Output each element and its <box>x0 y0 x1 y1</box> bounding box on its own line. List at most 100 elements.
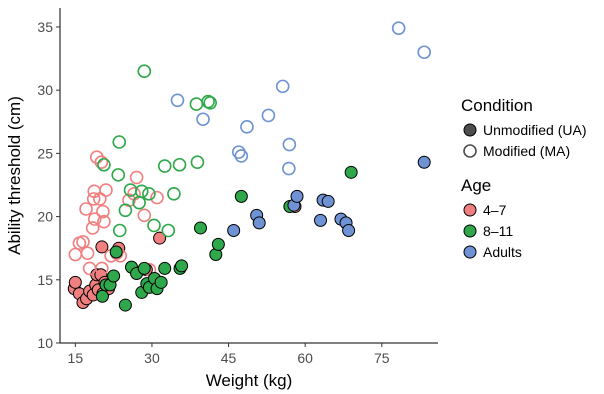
data-point <box>118 203 133 218</box>
legend-marker <box>463 203 477 217</box>
data-point <box>112 135 127 149</box>
legend-label: Unmodified (UA) <box>483 122 586 138</box>
legend-label: 8–11 <box>483 223 513 239</box>
data-point <box>111 168 126 182</box>
data-point <box>321 194 335 208</box>
data-point <box>68 247 83 262</box>
y-ticks: 10 15 20 25 30 35 <box>37 19 60 351</box>
data-point <box>142 187 156 201</box>
series-811-modified <box>97 64 217 238</box>
data-point <box>417 155 431 169</box>
legend-item: Modified (MA) <box>463 143 570 159</box>
data-point <box>89 150 104 164</box>
x-tick-label: 15 <box>68 350 84 366</box>
data-point <box>109 245 123 259</box>
data-point <box>154 275 168 289</box>
data-point <box>118 298 132 312</box>
data-point <box>86 192 101 206</box>
x-tick-label: 30 <box>144 350 160 366</box>
data-point <box>211 237 225 251</box>
data-point <box>95 261 109 276</box>
data-point <box>95 240 109 254</box>
legend-marker <box>463 123 477 137</box>
data-point <box>96 204 110 219</box>
data-point <box>282 161 296 176</box>
data-point <box>189 97 204 111</box>
x-tick-label: 75 <box>374 350 390 366</box>
data-point <box>201 94 215 109</box>
data-point <box>157 159 172 173</box>
data-point <box>95 289 109 303</box>
legend-label: Adults <box>483 244 522 260</box>
data-point <box>193 221 207 235</box>
x-tick-label: 45 <box>221 350 237 366</box>
data-point <box>275 79 290 94</box>
legend-item: Unmodified (UA) <box>463 122 586 138</box>
data-point <box>252 216 266 230</box>
data-point <box>172 157 187 172</box>
axes: 15 30 45 60 75 10 15 20 25 30 35 Weight (kg) Abil… <box>5 8 438 390</box>
data-point <box>175 259 189 273</box>
legend-marker <box>463 144 477 158</box>
legend-item: Adults <box>463 244 522 260</box>
data-point <box>342 223 356 237</box>
legend-label: 4–7 <box>483 202 507 218</box>
data-point <box>99 183 113 197</box>
data-point <box>137 64 152 79</box>
data-point <box>150 190 164 205</box>
legend-label: Modified (MA) <box>483 143 570 159</box>
data-point <box>234 189 248 203</box>
legend-marker <box>463 224 477 238</box>
data-point <box>190 155 205 170</box>
data-point <box>170 93 185 108</box>
series-811-unmodified <box>95 165 358 312</box>
data-point <box>68 275 82 289</box>
data-point <box>231 145 246 159</box>
data-point <box>153 231 167 245</box>
data-point <box>203 96 217 110</box>
data-point <box>282 137 297 152</box>
plot-area <box>67 21 432 312</box>
data-point <box>97 214 111 229</box>
data-point <box>417 45 432 60</box>
data-point <box>107 269 121 283</box>
legend-marker <box>463 245 477 259</box>
data-point <box>82 261 97 276</box>
data-point <box>112 223 127 238</box>
y-tick-label: 35 <box>37 19 53 35</box>
data-point <box>80 246 95 261</box>
data-point <box>234 149 249 163</box>
x-ticks: 15 30 45 60 75 <box>68 343 390 366</box>
legend-title: Age <box>461 176 491 195</box>
data-point <box>344 165 358 179</box>
data-point <box>314 213 328 227</box>
data-point <box>391 21 406 36</box>
data-point <box>240 120 254 134</box>
data-point <box>129 170 144 185</box>
legend-title: Condition <box>461 96 533 115</box>
legend: Condition Unmodified (UA) Modified (MA) Age… <box>461 96 586 260</box>
data-point <box>76 235 90 249</box>
data-point <box>137 261 151 275</box>
data-point <box>196 112 210 127</box>
series-Adults-modified <box>170 21 432 176</box>
data-point <box>161 223 176 238</box>
data-point <box>147 218 161 233</box>
y-tick-label: 30 <box>37 82 53 98</box>
y-tick-label: 25 <box>37 145 53 161</box>
y-tick-label: 20 <box>37 209 53 225</box>
data-point <box>167 187 181 201</box>
data-point <box>158 261 172 275</box>
legend-item: 4–7 <box>463 202 507 218</box>
x-axis-title: Weight (kg) <box>206 371 293 390</box>
data-point <box>94 155 109 170</box>
x-tick-label: 60 <box>297 350 313 366</box>
series-47-modified <box>68 150 164 277</box>
data-point <box>261 108 276 123</box>
legend-item: 8–11 <box>463 223 513 239</box>
data-point <box>134 184 149 199</box>
y-tick-label: 10 <box>37 335 53 351</box>
data-point <box>79 202 93 216</box>
data-point <box>227 223 241 237</box>
